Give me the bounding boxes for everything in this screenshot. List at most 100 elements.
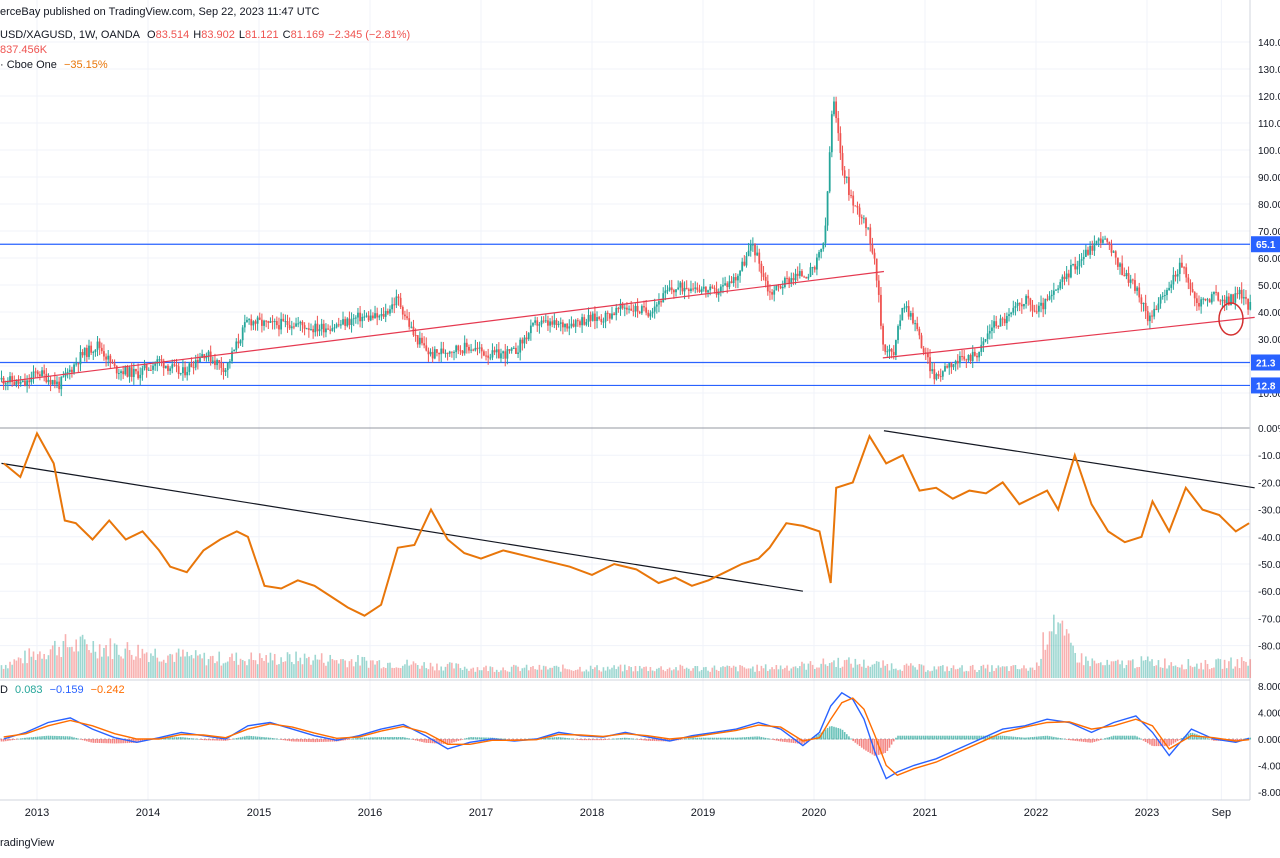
volume-bar (480, 670, 483, 678)
macd-hist-bar (927, 735, 929, 740)
candle-body (282, 318, 285, 322)
candle-body (734, 277, 737, 281)
candle-body (380, 314, 383, 316)
volume-bar (1185, 669, 1187, 678)
macd-hist-bar (555, 737, 558, 740)
candle-body (1042, 302, 1045, 310)
volume-bar (1234, 666, 1237, 678)
candle-body (544, 320, 547, 322)
macd-hist-bar (453, 739, 455, 743)
macd-legend[interactable]: D 0.083 −0.159 −0.242 (0, 684, 129, 696)
candle-body (62, 376, 65, 378)
macd-tick: 4.000 (1258, 709, 1280, 720)
macd-hist-bar (1010, 736, 1012, 740)
volume-bar (707, 670, 709, 678)
macd-hist-bar (384, 737, 387, 740)
macd-hist-bar (201, 739, 203, 740)
macd-hist-bar (256, 736, 259, 740)
macd-hist-bar (325, 739, 327, 742)
macd-hist-bar (1146, 739, 1149, 744)
macd-hist-bar (1200, 735, 1202, 740)
volume-bar (378, 660, 381, 678)
volume-bar (673, 669, 675, 678)
percent-tick: -40.00% (1258, 533, 1280, 544)
macd-hist-bar (1114, 735, 1117, 740)
candle-body (139, 374, 142, 379)
volume-bar (867, 665, 869, 678)
macd-hist-bar (734, 737, 737, 740)
volume-bar (762, 668, 765, 678)
volume-bar (361, 656, 364, 678)
candle-body (777, 285, 780, 287)
candle-body (1200, 299, 1203, 307)
macd-hist-bar (199, 739, 201, 740)
price-axis: 140.00130.00120.00110.00100.0090.0080.00… (1251, 38, 1280, 799)
macd-hist-bar (969, 735, 972, 740)
volume-bar (22, 663, 24, 678)
percent-tick: -20.00% (1258, 478, 1280, 489)
macd-hist-bar (36, 736, 39, 740)
candle-body (1016, 302, 1019, 307)
volume-bar (429, 662, 432, 678)
time-tick: Sep (1212, 807, 1232, 819)
volume-bar (532, 666, 534, 678)
candle-body (732, 277, 735, 284)
macd-hist-bar (510, 739, 513, 740)
candle-body (75, 363, 78, 365)
volume-bar (1155, 665, 1158, 678)
candle-body (299, 321, 302, 324)
candle-body (96, 341, 99, 350)
candle-body (354, 317, 357, 319)
candle-body (564, 323, 566, 328)
symbol-name[interactable]: USD/XAGUSD, 1W, OANDA (0, 29, 140, 41)
macd-hist-bar (81, 739, 84, 741)
macd-hist-bar (448, 739, 451, 744)
candle-body (892, 351, 895, 355)
macd-hist-bar (920, 735, 923, 740)
volume-bar (154, 648, 156, 678)
symbol-legend[interactable]: USD/XAGUSD, 1W, OANDA O83.514 H83.902 L81.… (0, 29, 414, 41)
volume-bar (1102, 665, 1104, 678)
volume-bar (355, 661, 357, 678)
candle-body (547, 320, 549, 326)
volume-bar (4, 664, 7, 678)
candle-body (877, 280, 880, 295)
volume-bar (613, 665, 615, 678)
volume-bar (130, 654, 133, 678)
macd-hist-bar (278, 739, 280, 740)
candle-body (167, 365, 169, 371)
candle-body (594, 313, 596, 322)
candle-body (700, 288, 703, 292)
compare-symbol[interactable]: · Cboe One (0, 59, 57, 71)
candle-body (632, 310, 635, 312)
volume-bar (165, 662, 167, 678)
candle-body (113, 363, 116, 366)
macd-hist-bar (288, 739, 291, 742)
volume-bar (974, 669, 976, 678)
macd-hist-bar (1033, 736, 1036, 740)
macd-hist-bar (833, 726, 835, 740)
level-badge (1251, 236, 1280, 253)
macd-hist-bar (284, 739, 287, 741)
macd-hist-bar (186, 737, 188, 740)
volume-bar (1053, 614, 1055, 678)
macd-hist-bar (1085, 739, 1087, 743)
volume-bar (677, 670, 679, 678)
candle-body (591, 313, 594, 321)
macd-hist-bar (801, 739, 803, 745)
volume-bar (709, 671, 711, 678)
compare-legend[interactable]: · Cboe One −35.15% (0, 59, 112, 71)
macd-hist-bar (207, 739, 210, 741)
volume-bar (1238, 668, 1241, 678)
macd-hist-bar (683, 738, 686, 740)
candle-body (342, 319, 344, 325)
macd-hist-bar (1076, 739, 1079, 742)
volume-bar (1170, 662, 1173, 678)
macd-hist-bar (965, 735, 968, 740)
volume-bar (749, 668, 752, 678)
candle-body (890, 349, 893, 352)
candle-body (615, 307, 618, 316)
volume-bar (1046, 644, 1049, 678)
